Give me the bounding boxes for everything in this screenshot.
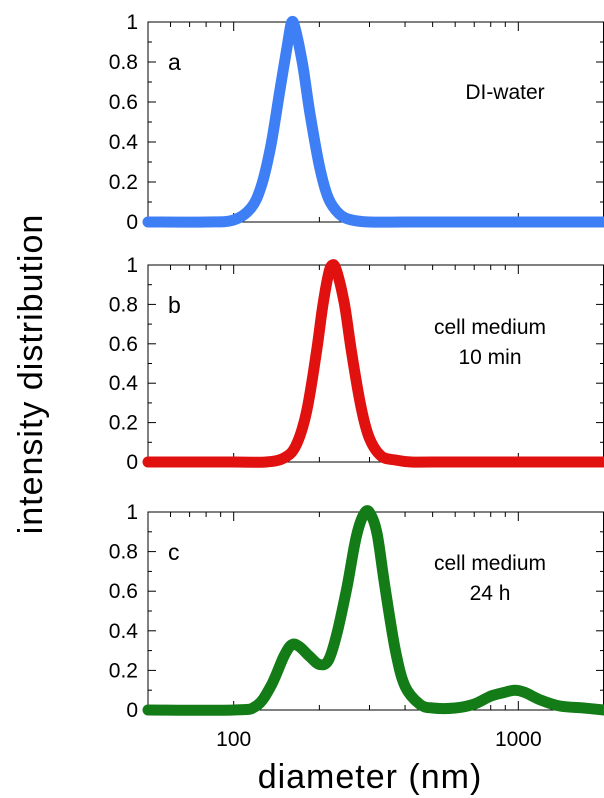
y-axis-label: intensity distribution	[12, 214, 50, 535]
y-tick-label: 1	[126, 11, 138, 34]
series-line-a-0	[142, 15, 604, 228]
panels: 0 0.2 0.4 0.6 0.8 1 a DI-water 0 0.2 0.4 0.6 0.8 1 b ce…	[109, 11, 604, 751]
y-tick-label: 0.6	[109, 333, 138, 356]
panel-letter: c	[168, 539, 180, 565]
y-tick-label: 0	[126, 451, 138, 474]
panel-frame	[147, 21, 604, 223]
panel-c: 0 0.2 0.4 0.6 0.8 1 c cell medium 24 h	[109, 501, 604, 722]
series-line-c-0	[142, 505, 604, 716]
y-tick-label: 0.4	[109, 131, 139, 154]
y-tick-label: 1	[126, 254, 138, 277]
panel-letter: b	[168, 292, 181, 318]
y-tick-label: 0.2	[109, 412, 138, 435]
panel-annotation: DI-water	[465, 81, 544, 104]
y-tick-label: 0.8	[109, 541, 138, 564]
panel-annotation: cell medium	[434, 552, 546, 575]
x-tick-label: 100	[216, 728, 251, 751]
x-axis-label: diameter (nm)	[258, 758, 483, 796]
y-tick-label: 0.8	[109, 51, 138, 74]
panel-annotation: 10 min	[458, 346, 521, 369]
y-tick-label: 0.8	[109, 293, 138, 316]
y-tick-label: 0.4	[109, 620, 139, 643]
panel-a: 0 0.2 0.4 0.6 0.8 1 a DI-water	[109, 11, 604, 234]
panel-frame	[147, 264, 604, 463]
y-tick-label: 0	[126, 211, 138, 234]
y-tick-label: 0.6	[109, 580, 138, 603]
panel-annotation: cell medium	[434, 316, 546, 339]
panel-b: 0 0.2 0.4 0.6 0.8 1 b cell medium 10 min	[109, 254, 604, 474]
y-tick-label: 0.4	[109, 372, 139, 395]
panel-annotation: 24 h	[470, 582, 511, 605]
y-tick-label: 1	[126, 501, 138, 524]
y-tick-label: 0.2	[109, 171, 138, 194]
series-line-b-0	[142, 259, 604, 468]
panel-letter: a	[168, 49, 181, 75]
y-tick-label: 0	[126, 699, 138, 722]
y-tick-label: 0.2	[109, 659, 138, 682]
x-tick-label: 1000	[495, 728, 542, 751]
y-tick-label: 0.6	[109, 91, 138, 114]
